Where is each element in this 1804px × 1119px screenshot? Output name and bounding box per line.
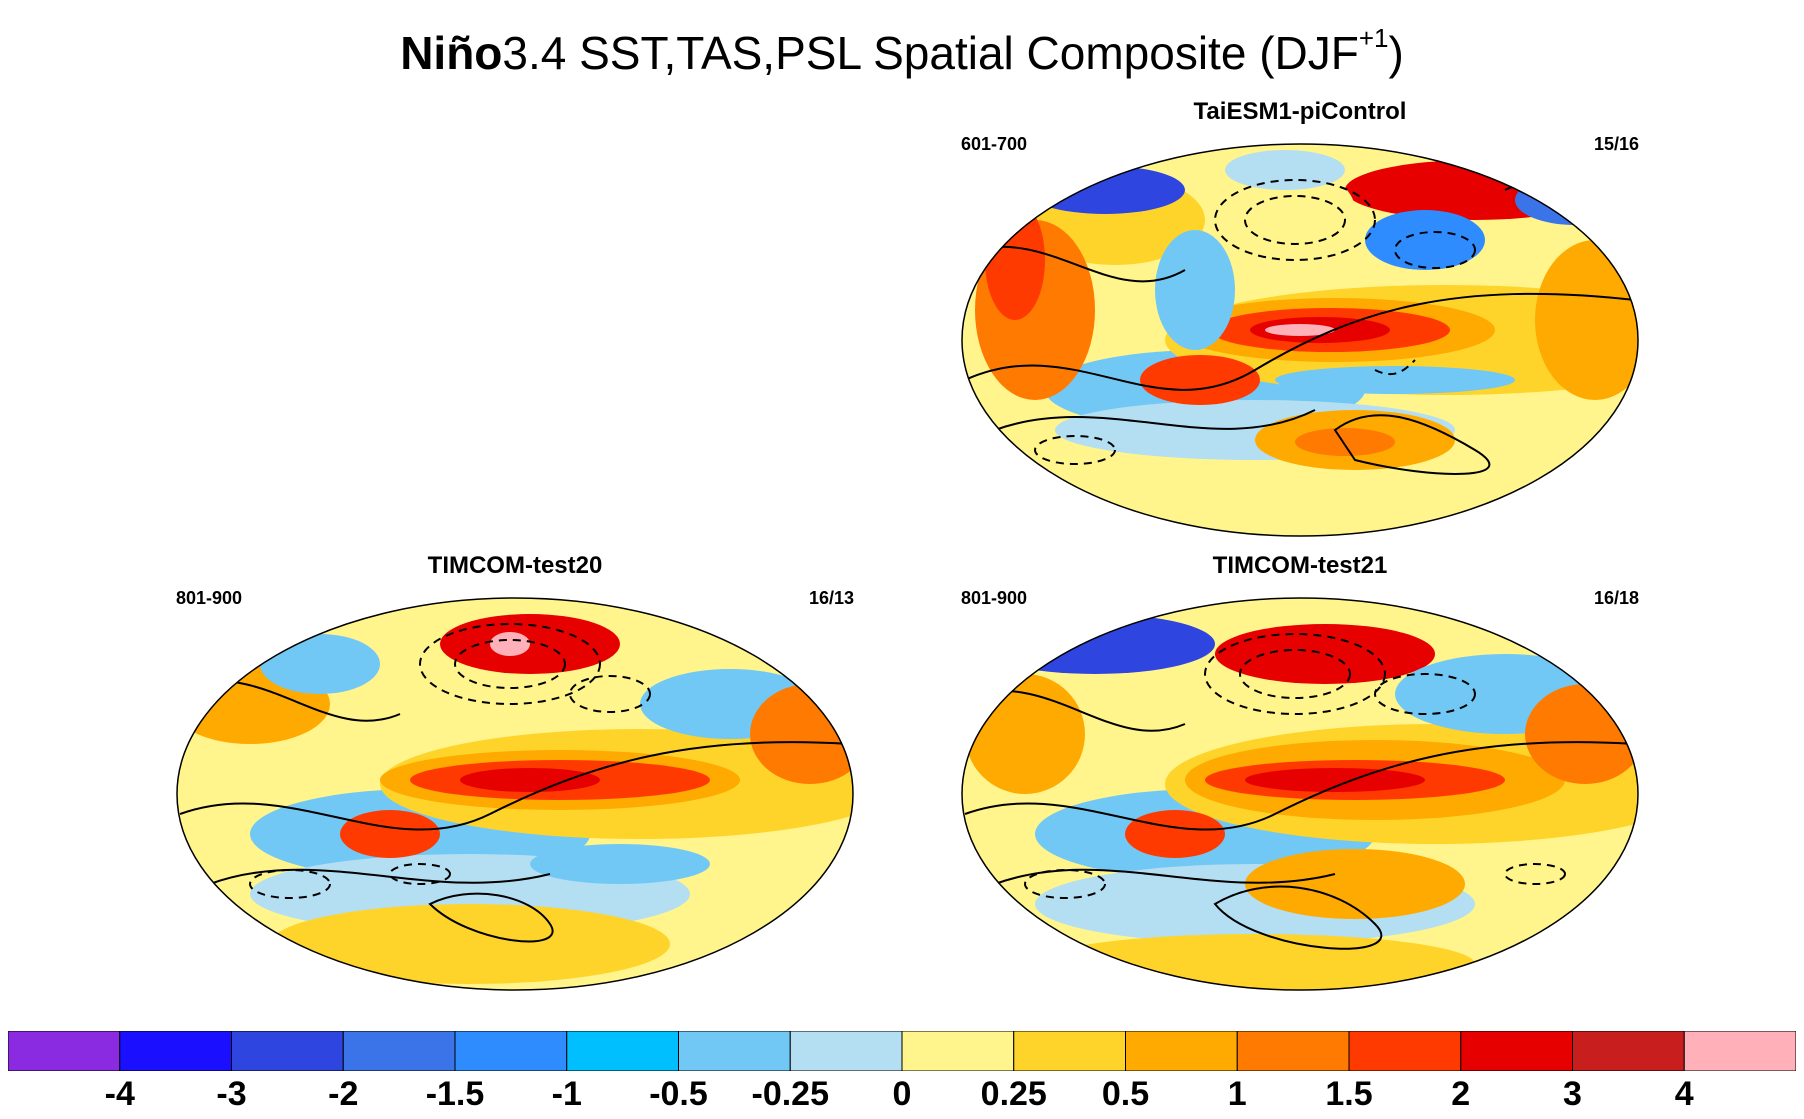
colorbar-swatch [1236,1031,1350,1071]
colorbar-swatch [1125,1031,1238,1071]
composite-map [961,597,1639,991]
title-bold-part: Niño [400,27,503,79]
panel-count-label: 15/16 [1593,134,1639,154]
map-panel-timcom-test21: TIMCOM-test21 801-900 16/18 [955,552,1645,992]
panel-count-label: 16/13 [808,588,854,608]
colorbar-swatch [901,1031,1015,1071]
colorbar-tick-label: -4 [104,1075,135,1113]
colorbar-swatch [1683,1031,1796,1071]
colorbar-tick-label: 1 [1227,1075,1247,1113]
panel-years-label: 801-900 [961,588,1028,608]
colorbar-swatch [342,1031,456,1071]
panel-title: TIMCOM-test20 [427,552,603,579]
colorbar-swatch [789,1031,903,1071]
colorbar-swatch [1460,1031,1573,1071]
colorbar-tick-label: -2 [328,1075,359,1113]
title-rest: 3.4 SST,TAS,PSL Spatial Composite (DJF [502,27,1359,79]
colorbar-swatch [454,1031,568,1071]
colorbar-swatch [8,1031,121,1071]
colorbar-swatch [1348,1031,1462,1071]
colorbar-tick-label: 3 [1563,1075,1582,1113]
colorbar-swatch [231,1031,344,1071]
panel-years-label: 801-900 [176,588,243,608]
colorbar-tick-label: 0.25 [980,1075,1047,1113]
composite-map [176,597,854,991]
title-closing: ) [1388,27,1404,79]
title-superscript: +1 [1358,23,1389,53]
figure-title: Niño3.4 SST,TAS,PSL Spatial Composite (D… [0,10,1804,81]
colorbar-tick-label: 1.5 [1325,1075,1373,1113]
colorbar-tick-label: -1 [551,1075,582,1113]
colorbar [8,1031,1796,1071]
colorbar-tick-label: -1.5 [425,1075,485,1113]
colorbar-tick-label: 0.5 [1101,1075,1150,1113]
map-panel-taiesm1-picontrol: TaiESM1-piControl 601-700 15/16 [955,98,1645,538]
colorbar-swatch [1572,1031,1685,1071]
panel-title: TIMCOM-test21 [1212,552,1388,579]
colorbar-swatch [566,1031,679,1071]
colorbar-tick-label: -0.25 [751,1075,830,1113]
colorbar-tick-label: 2 [1451,1075,1471,1113]
panel-title: TaiESM1-piControl [1193,98,1407,125]
colorbar-tick-label: 0 [892,1075,912,1113]
colorbar-tick-label: -3 [216,1075,247,1113]
composite-map [961,143,1639,537]
panel-years-label: 601-700 [961,134,1028,154]
colorbar-tick-label: 4 [1674,1075,1694,1113]
colorbar-tick-label: -0.5 [649,1075,708,1113]
colorbar-swatch [119,1031,232,1071]
colorbar-labels: -4 -3 -2 -1.5 -1 -0.5 -0.25 0 0.25 0.5 1 1.5 2 3 4 [0,1075,1804,1117]
map-panel-timcom-test20: TIMCOM-test20 801-900 16/13 [170,552,860,992]
colorbar-swatch [1013,1031,1126,1071]
panel-count-label: 16/18 [1593,588,1639,608]
colorbar-swatch [678,1031,791,1071]
